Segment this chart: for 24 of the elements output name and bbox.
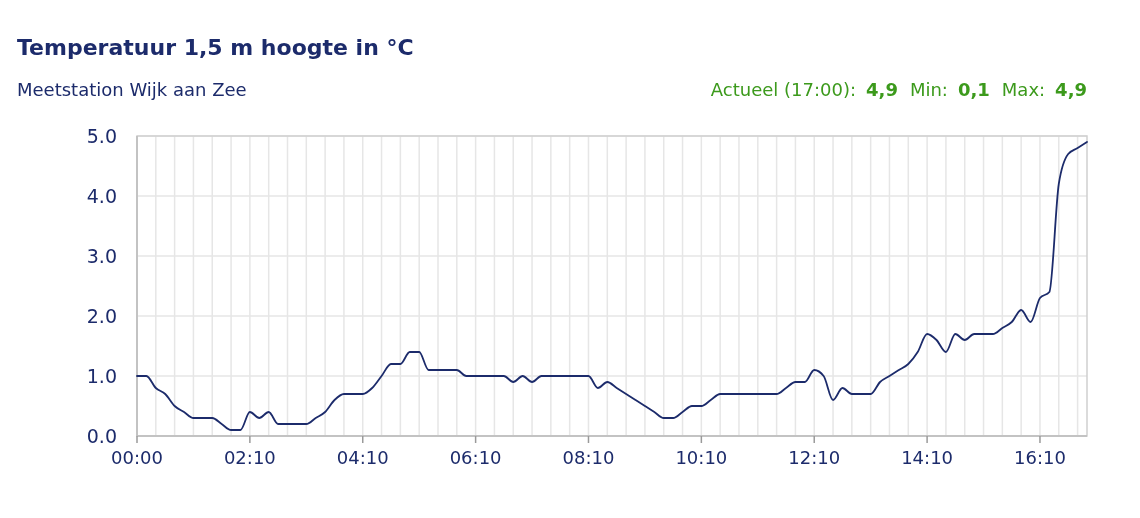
y-tick-label: 1.0: [86, 365, 117, 387]
x-tick-label: 16:10: [1014, 447, 1066, 468]
text: 4,9: [1055, 79, 1087, 100]
chart-subtitle: Meetstation Wijk aan Zee: [17, 79, 247, 100]
y-tick-label: 4.0: [86, 185, 117, 207]
x-tick-label: 06:10: [449, 447, 502, 468]
x-tick-label: 02:10: [223, 447, 276, 468]
y-tick-label: 5.0: [86, 125, 117, 147]
x-tick-label: 10:10: [675, 447, 728, 468]
x-tick-label: 14:10: [901, 447, 954, 468]
y-tick-label: 2.0: [86, 305, 117, 327]
text: Max:: [1001, 79, 1046, 100]
x-tick-label: 00:00: [111, 447, 163, 468]
text: Min:: [909, 79, 948, 100]
text: 4,9: [866, 79, 898, 100]
text: 0,1: [957, 79, 990, 100]
y-tick-label: 0.0: [86, 425, 117, 447]
x-tick-label: 04:10: [336, 447, 389, 468]
x-tick-label: 08:10: [562, 447, 615, 468]
x-tick-label: 12:10: [788, 447, 841, 468]
line-series: [136, 141, 1088, 431]
y-tick-label: 3.0: [86, 245, 117, 267]
chart-title: Temperatuur 1,5 m hoogte in °C: [17, 35, 414, 60]
text: Actueel (17:00):: [710, 79, 857, 100]
